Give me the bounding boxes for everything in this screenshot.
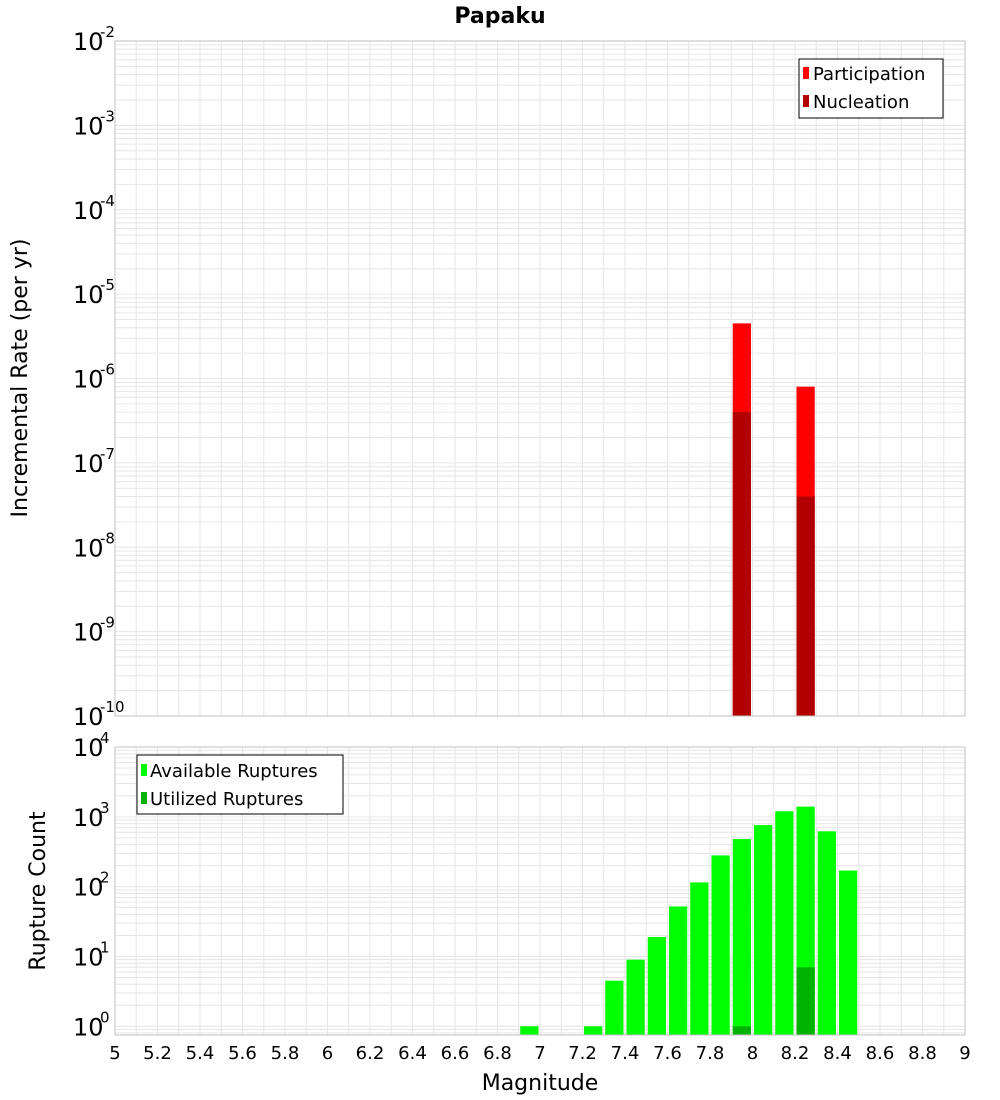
x-tick-label: 5.6 xyxy=(228,1043,257,1064)
x-tick-label: 7.6 xyxy=(653,1043,682,1064)
x-tick-label: 6.6 xyxy=(441,1043,470,1064)
available-bar xyxy=(584,1026,603,1035)
nucleation-legend-swatch xyxy=(803,95,809,107)
available-legend-swatch xyxy=(141,764,147,776)
rate-y-axis-label: Incremental Rate (per yr) xyxy=(8,239,33,518)
x-tick-label: 5.4 xyxy=(186,1043,215,1064)
count-legend: Available Ruptures Utilized Ruptures xyxy=(136,754,344,815)
rate-bars xyxy=(732,323,815,716)
participation-legend-label: Participation xyxy=(813,64,925,85)
y-tick-label: 10 xyxy=(73,943,104,971)
participation-legend-swatch xyxy=(803,67,809,79)
x-tick-label: 5 xyxy=(109,1043,120,1064)
x-tick-label: 7 xyxy=(534,1043,545,1064)
x-tick-label: 7.4 xyxy=(611,1043,640,1064)
x-tick-label: 6 xyxy=(322,1043,333,1064)
count-plot-frame xyxy=(114,746,966,1036)
available-bar xyxy=(605,980,624,1035)
y-tick-exponent: -4 xyxy=(100,192,115,210)
y-tick-exponent: -6 xyxy=(100,361,115,379)
available-bar xyxy=(669,906,688,1035)
y-tick-exponent: -5 xyxy=(100,276,115,294)
y-tick-label: 10 xyxy=(73,703,104,731)
y-tick-label: 10 xyxy=(73,1013,104,1041)
y-tick-exponent: 3 xyxy=(100,799,110,817)
x-tick-label: 8.8 xyxy=(908,1043,937,1064)
y-tick-exponent: 1 xyxy=(100,938,110,956)
x-tick-label: 8 xyxy=(747,1043,758,1064)
count-bars xyxy=(520,806,858,1035)
x-tick-label: 8.2 xyxy=(781,1043,810,1064)
chart-title: Papaku xyxy=(454,4,545,29)
x-tick-label: 6.2 xyxy=(356,1043,385,1064)
y-tick-label: 10 xyxy=(73,366,104,394)
y-tick-label: 10 xyxy=(73,450,104,478)
available-bar xyxy=(520,1026,539,1035)
x-axis-label: Magnitude xyxy=(482,1071,599,1096)
x-tick-label: 7.2 xyxy=(568,1043,597,1064)
available-bar xyxy=(775,811,794,1035)
y-tick-label: 10 xyxy=(73,28,104,56)
x-tick-label: 7.8 xyxy=(696,1043,725,1064)
available-bar xyxy=(647,936,666,1035)
y-tick-label: 10 xyxy=(73,619,104,647)
y-tick-exponent: 0 xyxy=(100,1008,110,1026)
y-tick-label: 10 xyxy=(73,281,104,309)
available-bar xyxy=(626,959,645,1035)
y-tick-exponent: -7 xyxy=(100,445,115,463)
available-bar xyxy=(690,882,709,1035)
x-tick-label: 5.8 xyxy=(271,1043,300,1064)
rate-plot-frame xyxy=(114,40,966,717)
utilized-bar xyxy=(796,967,815,1035)
y-tick-label: 10 xyxy=(73,534,104,562)
y-tick-label: 10 xyxy=(73,112,104,140)
y-tick-label: 10 xyxy=(73,197,104,225)
rate-grid xyxy=(114,40,966,717)
available-bar xyxy=(711,855,730,1035)
available-bar xyxy=(817,831,836,1035)
y-tick-exponent: -10 xyxy=(100,698,125,716)
y-tick-label: 10 xyxy=(73,734,104,762)
y-tick-exponent: -8 xyxy=(100,529,115,547)
x-tick-label: 6.4 xyxy=(398,1043,427,1064)
x-tick-label: 5.2 xyxy=(143,1043,172,1064)
rate-legend-box xyxy=(798,58,944,119)
nucleation-bar xyxy=(796,496,815,716)
count-y-axis-label: Rupture Count xyxy=(26,811,51,971)
nucleation-legend-label: Nucleation xyxy=(813,92,909,113)
count-legend-box xyxy=(136,754,344,815)
available-legend-label: Available Ruptures xyxy=(150,761,318,782)
utilized-legend-label: Utilized Ruptures xyxy=(150,789,303,810)
y-tick-label: 10 xyxy=(73,874,104,902)
available-bar xyxy=(839,870,858,1035)
y-tick-exponent: 2 xyxy=(100,869,110,887)
utilized-bar xyxy=(732,1026,751,1035)
x-tick-label: 8.6 xyxy=(866,1043,895,1064)
y-tick-label: 10 xyxy=(73,804,104,832)
x-tick-labels: 5 5.2 5.4 5.6 5.8 6 6.2 6.4 6.6 6.8 7 7.2 7.4 7.6 7.8 8… xyxy=(109,1043,970,1064)
available-bar xyxy=(732,839,751,1035)
utilized-legend-swatch xyxy=(141,792,147,804)
nucleation-bar xyxy=(732,412,751,716)
available-bar xyxy=(754,825,773,1035)
y-tick-exponent: -9 xyxy=(100,614,115,632)
x-tick-label: 8.4 xyxy=(823,1043,852,1064)
y-tick-exponent: -3 xyxy=(100,107,115,125)
y-tick-exponent: -2 xyxy=(100,23,115,41)
x-tick-label: 9 xyxy=(959,1043,970,1064)
y-tick-exponent: 4 xyxy=(100,729,110,747)
x-tick-label: 6.8 xyxy=(483,1043,512,1064)
rate-legend: Participation Nucleation xyxy=(798,58,944,119)
